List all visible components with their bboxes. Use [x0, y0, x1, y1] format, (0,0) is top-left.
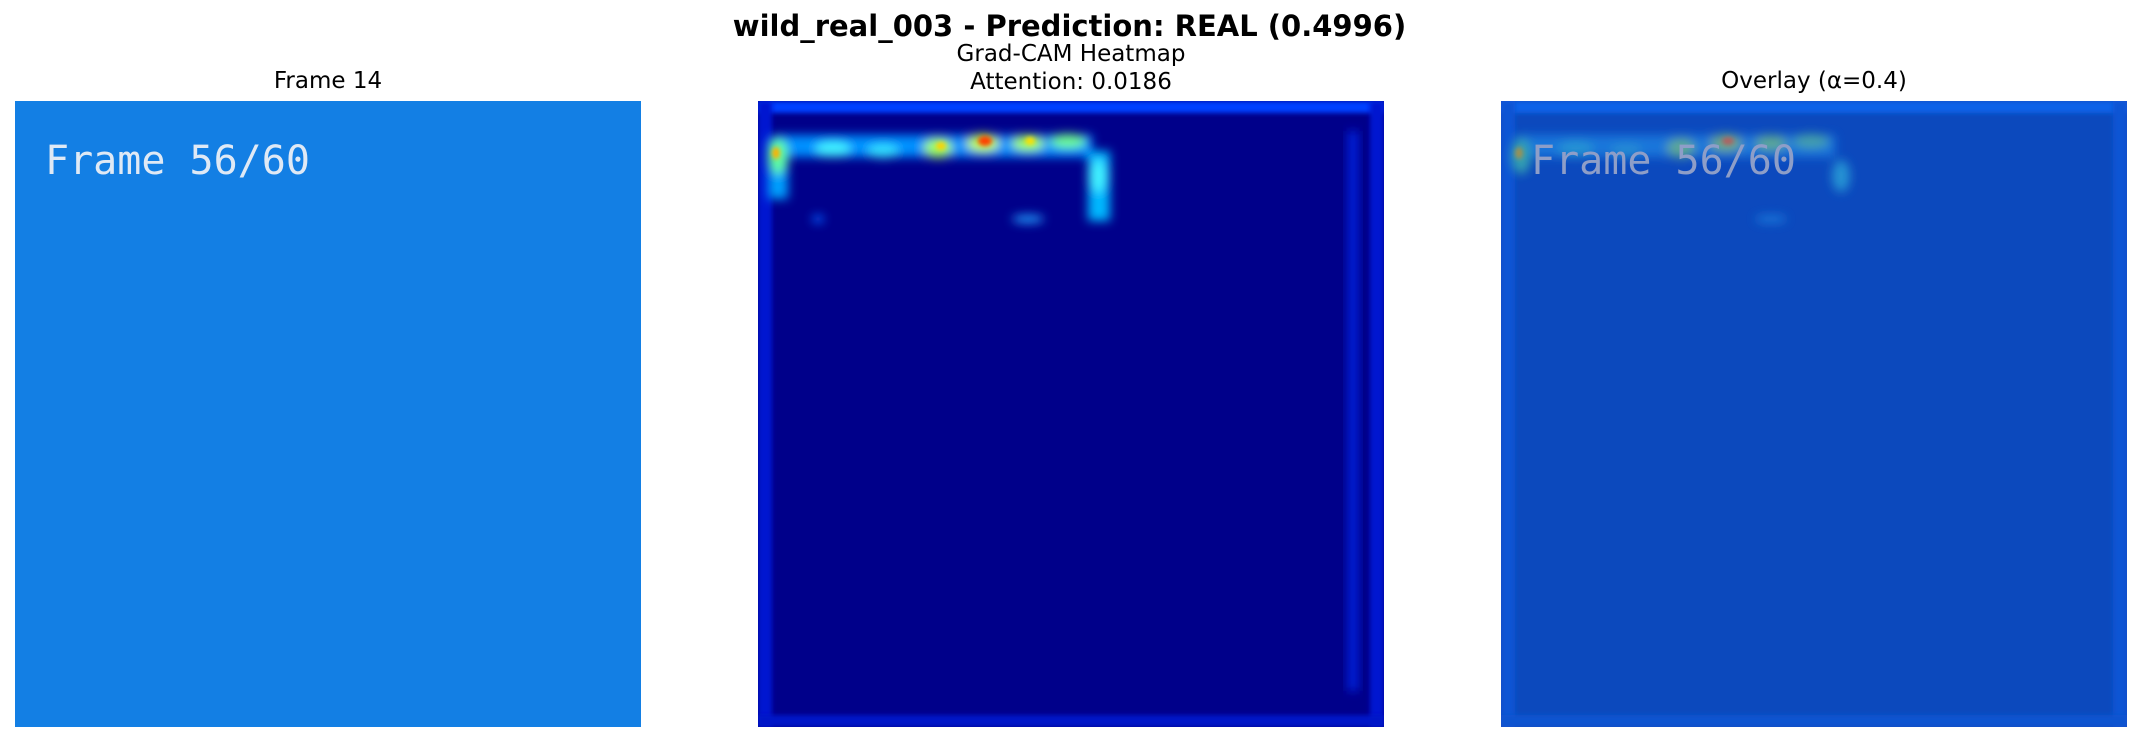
attention-score: Attention: 0.0186: [970, 69, 1172, 95]
gradcam-heatmap: [758, 101, 1384, 727]
overlay-image: Frame 56/60: [1501, 101, 2127, 727]
frame-image: Frame 56/60: [15, 101, 641, 727]
frame-background: [15, 101, 641, 727]
panel-title-overlay: Overlay (α=0.4): [1721, 68, 1907, 94]
panel-title-frame: Frame 14: [273, 68, 383, 94]
overlay-frame-text: Frame 56/60: [1531, 138, 1796, 184]
figure-title: wild_real_003 - Prediction: REAL (0.4996…: [732, 9, 1407, 43]
panel-title-heatmap: Grad-CAM Heatmap Attention: 0.0186: [758, 40, 1384, 96]
frame-overlay-text: Frame 56/60: [45, 138, 310, 184]
heatmap-title-line: Grad-CAM Heatmap: [956, 41, 1186, 67]
